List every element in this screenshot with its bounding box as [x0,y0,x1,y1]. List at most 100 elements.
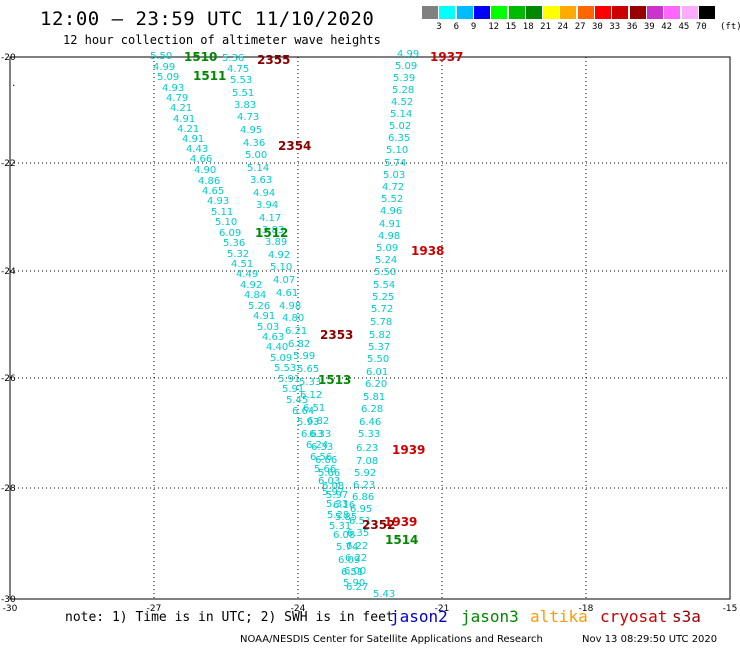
wave-height-value: 5.72 [371,304,393,315]
wave-height-value: 5.32 [227,249,249,260]
legend-swatch [664,6,681,19]
wave-height-value: 5.11 [211,207,233,218]
wave-height-value: 3.94 [256,200,278,211]
wave-height-value: 4.66 [190,154,212,165]
wave-height-value: 5.66 [318,468,340,479]
wave-height-value: 5.81 [363,392,385,403]
wave-height-value: 4.91 [173,114,195,125]
legend-swatch [422,6,438,19]
satellite-cryosat: cryosat [600,607,668,626]
wave-height-value: 6.56 [310,452,332,463]
wave-height-value: 5.33 [326,499,348,510]
lon-tick-label: -27 [147,604,162,614]
lon-tick-label: -18 [579,604,594,614]
wave-height-value: 5.53 [230,75,252,86]
wave-height-value: 5.26 [248,301,270,312]
legend-swatch [681,6,698,19]
wave-height-value: 5.39 [393,73,415,84]
legend-label: 15 [505,22,517,32]
legend-label: 45 [678,22,690,32]
map-frame [9,56,731,600]
legend-label: 30 [592,22,603,32]
lat-tick-label: -28 [1,484,16,494]
wave-height-value: 5.10 [215,217,237,228]
track-time-label: 1939 [392,443,425,457]
wave-height-value: 6.08 [322,481,344,492]
wave-height-value: 6.24 [306,440,328,451]
lon-tick-label: -21 [435,604,450,614]
wave-height-value: 5.28 [392,85,414,96]
wave-height-value: 4.91 [379,219,401,230]
legend-swatch [629,6,646,19]
wave-height-value: 5.54 [373,280,395,291]
legend-swatch [473,6,490,19]
legend-swatch [612,6,629,19]
legend-label: 70 [695,22,707,32]
wave-height-value: 6.21 [285,326,307,337]
wave-height-value: 6.82 [307,416,329,427]
credit-line: NOAA/NESDIS Center for Satellite Applica… [240,634,543,645]
wave-height-value: 6.27 [346,582,368,593]
wave-height-value: 4.52 [391,97,413,108]
wave-height-value: 4.07 [273,275,295,286]
wave-height-value: 4.99 [397,49,419,60]
lat-tick-label: -20 [1,53,16,63]
track-time-label: 1510 [184,50,217,64]
track-time-labels: 1510 1511 2355 1937 2354 1512 1938 2353 1513 1939… [184,50,463,547]
wave-height-value: 6.00 [344,566,366,577]
lon-tick-label: -24 [291,604,306,614]
wave-height-value: 7.08 [356,456,378,467]
legend-swatch [560,6,577,19]
wave-height-value: 6.09 [219,228,241,239]
wave-height-value: 5.51 [232,88,254,99]
satellite-jason3: jason3 [461,607,519,626]
lat-tick-label: -26 [1,374,16,384]
wave-height-value: 5.93 [297,417,319,428]
wave-height-value: 5.99 [293,351,315,362]
wave-height-value: 4.21 [177,124,199,135]
wave-height-value: 6.33 [309,429,331,440]
legend-unit: (ft) [720,22,740,32]
wave-height-value: 5.37 [368,342,390,353]
legend-label: 9 [470,22,477,32]
wave-height-value: 4.94 [253,188,275,199]
lon-tick-label: -15 [723,604,738,614]
wave-height-value: 5.25 [372,292,394,303]
wave-height-value: 5.85 [335,512,357,523]
wave-height-value: 6.63 [301,429,323,440]
legend-swatch [577,6,594,19]
wave-height-value: 6.09 [338,555,360,566]
legend-label: 12 [488,22,500,32]
wave-height-value: 5.14 [390,109,412,120]
wave-height-value: 4.98 [279,301,301,312]
wave-height-value: 6.01 [366,367,388,378]
wave-height-value: 4.96 [380,206,402,217]
track-time-label: 2352 [362,518,395,532]
wave-height-value: 5.52 [381,194,403,205]
wave-height-value: 4.86 [198,176,220,187]
wave-height-value: 5.09 [395,61,417,72]
wave-height-value: 5.03 [257,322,279,333]
wave-height-value: 5.65 [297,364,319,375]
lat-tick-label: -24 [1,267,16,277]
axis-ticks: -30 -27 -24 -21 -18 -15 -20 -22 -24 -26 -28 -30. [1,53,737,614]
wave-height-value: 4.40 [266,342,288,353]
wave-height-value: 4.92 [268,250,290,261]
wave-height-value: 4.93 [162,83,184,94]
wave-height-value: 5.66 [314,464,336,475]
wave-height-value: 5.33 [299,377,321,388]
wave-height-value: 5.50 [150,51,172,62]
wave-height-value: 4.98 [378,231,400,242]
wave-height-value: 6.95 [350,504,372,515]
wave-height-value: 4.92 [240,280,262,291]
wave-height-value: 6.22 [345,553,367,564]
lat-tick-label: -22 [1,159,16,169]
wave-height-value: 6.23 [356,443,378,454]
wave-height-value: 6.23 [353,480,375,491]
wave-height-value: 4.17 [259,213,281,224]
legend-swatch [508,6,525,19]
wave-height-value: 6.51 [341,567,363,578]
wave-height-value: 5.28 [327,510,349,521]
map-speck: . [11,79,16,89]
